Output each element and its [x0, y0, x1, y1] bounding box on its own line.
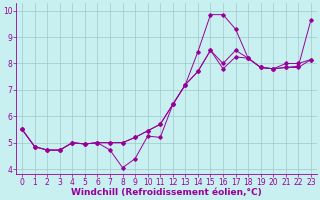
X-axis label: Windchill (Refroidissement éolien,°C): Windchill (Refroidissement éolien,°C) [71, 188, 262, 197]
